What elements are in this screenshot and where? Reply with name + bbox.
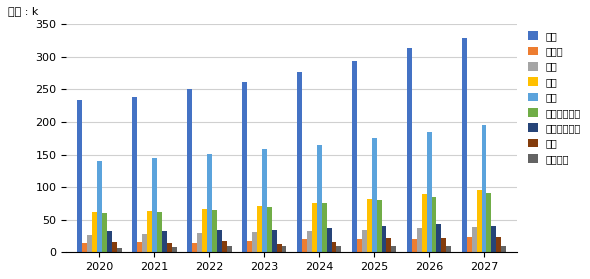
Bar bbox=[496, 237, 502, 252]
Bar bbox=[166, 242, 172, 252]
Bar bbox=[362, 230, 367, 252]
Bar bbox=[157, 212, 162, 252]
Bar bbox=[187, 89, 192, 252]
Bar bbox=[162, 232, 166, 252]
Bar bbox=[107, 231, 112, 252]
Bar bbox=[242, 82, 247, 252]
Bar bbox=[227, 246, 231, 252]
Bar bbox=[97, 161, 102, 252]
Bar bbox=[202, 209, 206, 252]
Bar bbox=[142, 234, 147, 252]
Bar bbox=[87, 235, 92, 252]
Legend: 미국, 캐나다, 일본, 중국, 유럽, 아시아태평양, 라틴아메리카, 중동, 아프리카: 미국, 캐나다, 일본, 중국, 유럽, 아시아태평양, 라틴아메리카, 중동,… bbox=[526, 29, 583, 166]
Bar bbox=[212, 210, 217, 252]
Bar bbox=[112, 242, 117, 252]
Bar bbox=[391, 246, 396, 252]
Bar bbox=[357, 239, 362, 252]
Bar bbox=[382, 226, 386, 252]
Bar bbox=[307, 231, 312, 252]
Bar bbox=[82, 242, 87, 252]
Bar bbox=[412, 239, 417, 252]
Bar bbox=[262, 149, 267, 252]
Bar bbox=[372, 138, 376, 252]
Bar bbox=[441, 238, 447, 252]
Bar bbox=[491, 226, 496, 252]
Bar bbox=[172, 247, 176, 252]
Bar bbox=[336, 246, 342, 252]
Bar bbox=[462, 39, 467, 252]
Bar bbox=[327, 228, 332, 252]
Bar bbox=[437, 224, 441, 252]
Bar bbox=[77, 100, 82, 252]
Bar bbox=[257, 206, 262, 252]
Bar bbox=[247, 241, 252, 252]
Bar bbox=[487, 193, 491, 252]
Bar bbox=[277, 244, 281, 252]
Bar bbox=[481, 124, 487, 252]
Bar bbox=[431, 197, 437, 252]
Bar bbox=[367, 199, 372, 252]
Bar bbox=[477, 190, 481, 252]
Bar bbox=[447, 246, 451, 252]
Bar bbox=[376, 200, 382, 252]
Bar bbox=[312, 203, 317, 252]
Bar bbox=[352, 61, 357, 252]
Bar bbox=[147, 211, 152, 252]
Bar bbox=[317, 145, 322, 252]
Bar bbox=[152, 158, 157, 252]
Bar bbox=[471, 227, 477, 252]
Bar bbox=[137, 242, 142, 252]
Bar bbox=[217, 230, 222, 252]
Bar bbox=[297, 72, 302, 252]
Bar bbox=[427, 132, 431, 252]
Bar bbox=[332, 242, 336, 252]
Bar bbox=[222, 241, 227, 252]
Bar bbox=[267, 207, 271, 252]
Bar bbox=[302, 239, 307, 252]
Bar bbox=[417, 228, 422, 252]
Bar bbox=[407, 48, 412, 252]
Bar bbox=[422, 194, 427, 252]
Bar bbox=[132, 97, 137, 252]
Bar bbox=[467, 237, 471, 252]
Text: 단위 : k: 단위 : k bbox=[8, 6, 38, 16]
Bar bbox=[197, 233, 202, 252]
Bar bbox=[117, 248, 122, 252]
Bar bbox=[102, 213, 107, 252]
Bar bbox=[502, 246, 506, 252]
Bar bbox=[322, 203, 327, 252]
Bar bbox=[281, 246, 287, 252]
Bar bbox=[252, 232, 257, 252]
Bar bbox=[206, 154, 212, 252]
Bar bbox=[386, 238, 391, 252]
Bar bbox=[92, 212, 97, 252]
Bar bbox=[192, 242, 197, 252]
Bar bbox=[271, 230, 277, 252]
